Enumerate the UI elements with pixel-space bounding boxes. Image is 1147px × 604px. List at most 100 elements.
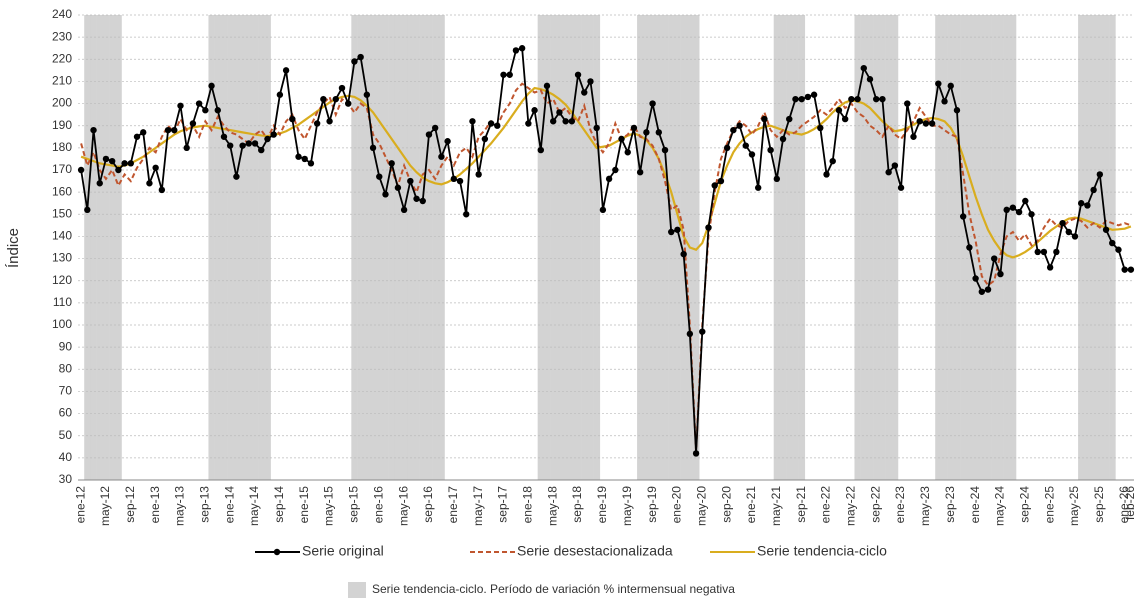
x-tick-label: may-13 xyxy=(173,486,187,526)
data-point xyxy=(860,64,867,72)
data-point xyxy=(345,100,352,107)
x-tick-label: ene-13 xyxy=(148,486,162,524)
data-point xyxy=(574,71,582,78)
shading xyxy=(953,15,961,480)
shading xyxy=(581,15,588,480)
x-tick-label: may-22 xyxy=(844,486,858,526)
data-point xyxy=(456,177,464,185)
data-point xyxy=(835,107,843,114)
data-point xyxy=(599,206,607,214)
shading xyxy=(407,15,414,480)
data-point xyxy=(264,135,271,143)
x-tick-label: ene-24 xyxy=(968,486,982,524)
data-point xyxy=(363,91,371,98)
data-point xyxy=(792,95,799,103)
data-point xyxy=(133,133,141,140)
y-tick-label: 90 xyxy=(59,339,73,353)
data-point xyxy=(630,124,638,132)
data-point xyxy=(326,118,333,125)
data-point xyxy=(258,146,265,154)
x-tick-label: may-18 xyxy=(545,486,559,526)
data-point xyxy=(338,84,346,92)
data-point xyxy=(425,131,433,138)
x-tick-label: ene-17 xyxy=(446,486,460,524)
shading xyxy=(351,15,358,480)
data-point xyxy=(320,95,327,103)
data-point xyxy=(543,82,551,90)
data-point xyxy=(605,175,613,183)
x-tick-label: sep-25 xyxy=(1092,486,1106,523)
shading xyxy=(978,15,986,480)
x-tick-label: ene-22 xyxy=(819,486,833,524)
data-point xyxy=(829,157,836,165)
data-point xyxy=(928,120,936,127)
shading xyxy=(432,15,439,480)
y-tick-label: 230 xyxy=(52,29,72,43)
shading xyxy=(574,15,582,480)
data-point xyxy=(518,45,526,52)
data-point xyxy=(276,91,284,98)
y-tick-label: 180 xyxy=(52,140,72,154)
shading xyxy=(233,15,240,480)
x-tick-label: ene-18 xyxy=(521,486,535,524)
shading xyxy=(227,15,234,480)
shading xyxy=(96,15,104,480)
data-point xyxy=(916,118,923,125)
data-point xyxy=(102,155,110,163)
data-point xyxy=(164,126,172,134)
data-point xyxy=(469,118,476,125)
data-point xyxy=(618,135,625,143)
data-point xyxy=(531,107,538,114)
data-point xyxy=(220,133,228,140)
data-point xyxy=(612,166,619,174)
x-tick-label: ene-14 xyxy=(222,486,236,524)
shading xyxy=(1009,15,1017,480)
data-point xyxy=(1059,219,1066,227)
data-point xyxy=(1046,264,1054,271)
data-point xyxy=(686,330,694,338)
shading xyxy=(1084,15,1091,480)
data-point xyxy=(897,184,905,191)
shading xyxy=(419,15,427,480)
data-point xyxy=(1028,211,1035,218)
data-point xyxy=(96,180,103,187)
y-axis-label: Índice xyxy=(5,228,22,268)
data-point xyxy=(214,107,221,114)
x-tick-label: sep-15 xyxy=(347,486,361,523)
x-tick-label: may-23 xyxy=(918,486,932,526)
data-point xyxy=(978,288,986,295)
shading xyxy=(984,15,992,480)
data-point xyxy=(506,71,513,78)
shading xyxy=(115,15,122,480)
y-tick-label: 50 xyxy=(59,428,73,442)
y-tick-label: 190 xyxy=(52,118,72,132)
data-point xyxy=(643,129,650,136)
data-point xyxy=(1115,246,1122,253)
data-point xyxy=(351,58,358,65)
shading xyxy=(1078,15,1085,480)
data-point xyxy=(226,142,234,149)
shading xyxy=(1096,15,1104,480)
x-tick-label: sep-20 xyxy=(719,486,733,523)
data-point xyxy=(1022,197,1029,205)
data-point xyxy=(195,100,203,107)
data-point xyxy=(668,228,675,236)
data-point xyxy=(966,244,973,251)
data-point xyxy=(1096,171,1104,178)
data-point xyxy=(972,275,979,282)
data-point xyxy=(1034,248,1041,256)
data-point xyxy=(108,157,116,165)
data-point xyxy=(450,175,458,183)
y-tick-label: 200 xyxy=(52,96,72,110)
data-point xyxy=(77,166,85,174)
data-point xyxy=(332,95,339,103)
data-point xyxy=(904,100,911,107)
shading xyxy=(109,15,116,480)
data-point xyxy=(680,250,687,258)
data-point xyxy=(1053,248,1060,256)
shading xyxy=(947,15,955,480)
data-point xyxy=(388,160,395,167)
x-tick-label: sep-18 xyxy=(570,486,584,523)
shading xyxy=(680,15,688,480)
